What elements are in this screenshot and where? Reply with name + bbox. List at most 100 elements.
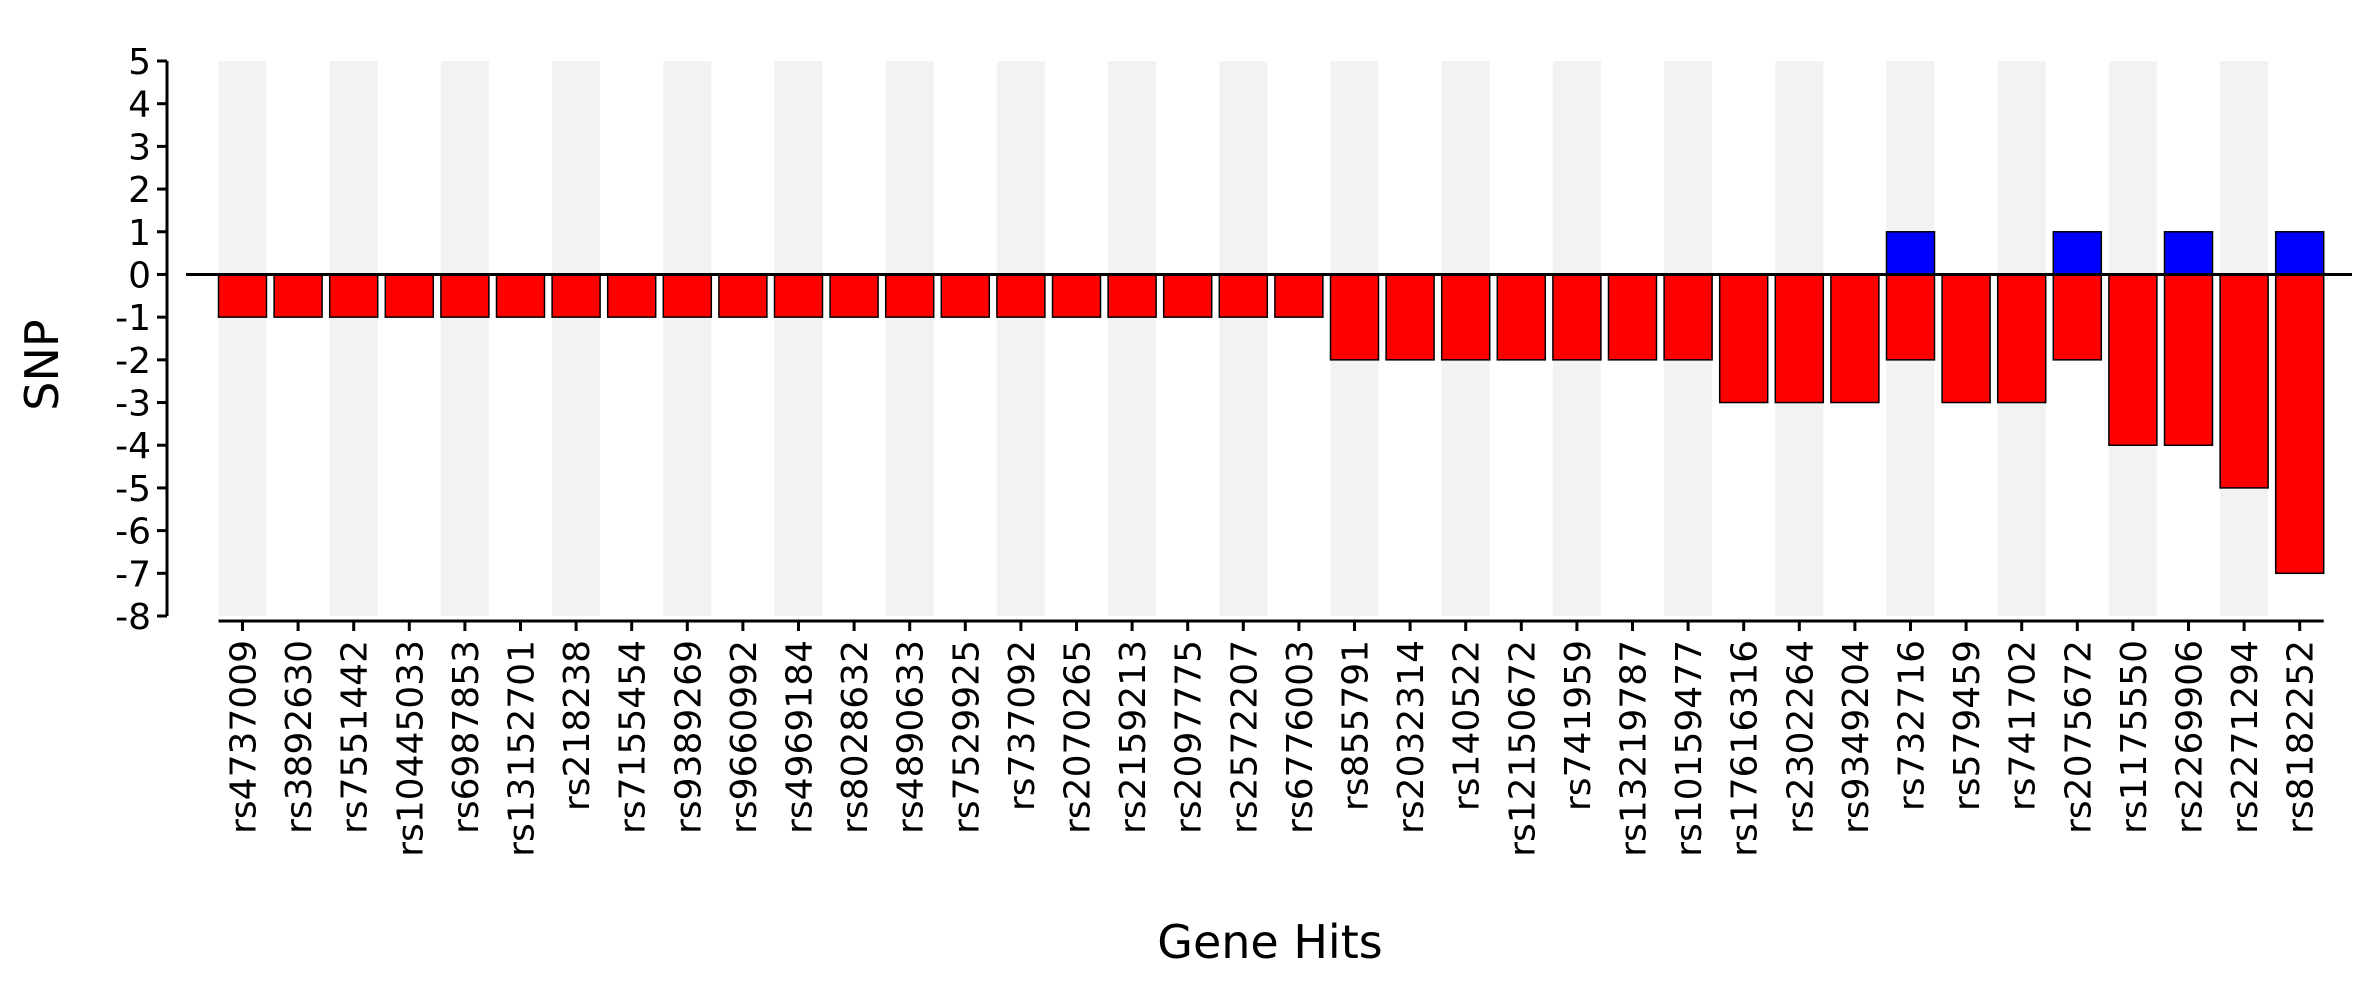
y-tick-label: -8 xyxy=(115,597,151,638)
bar xyxy=(1162,273,1213,318)
x-tick-label: rs2572207 xyxy=(1224,640,1265,834)
y-tick-label: -4 xyxy=(115,426,151,467)
category-band xyxy=(329,61,378,616)
category-band xyxy=(885,61,934,616)
x-tick-label: rs2271294 xyxy=(2225,640,2266,834)
x-tick-label: rs737092 xyxy=(1002,640,1043,811)
x-tick-label: rs8182252 xyxy=(2281,640,2322,834)
bar xyxy=(996,273,1046,318)
bar xyxy=(328,273,379,318)
bar xyxy=(217,273,268,318)
y-tick-label: 1 xyxy=(128,213,151,254)
bar xyxy=(1440,273,1491,361)
bar xyxy=(2219,273,2269,489)
bar xyxy=(1885,231,1936,276)
x-tick-label: rs12150672 xyxy=(1502,640,1543,857)
bar xyxy=(273,273,323,318)
y-tick-label: 0 xyxy=(128,255,151,296)
x-tick-label: rs732716 xyxy=(1892,640,1933,811)
x-tick-label: rs7155454 xyxy=(613,640,654,834)
bar xyxy=(440,273,490,318)
bar xyxy=(829,273,879,318)
x-tick-label: rs13152701 xyxy=(502,640,543,857)
bar xyxy=(1385,273,1435,361)
x-tick-label: rs7529925 xyxy=(946,640,987,834)
bar xyxy=(1941,273,1991,404)
x-tick-label: rs4737009 xyxy=(224,640,265,834)
x-tick-label: rs6987853 xyxy=(446,640,487,834)
category-band xyxy=(1108,61,1157,616)
x-tick-label: rs2269906 xyxy=(2170,640,2211,834)
bar xyxy=(1718,273,1769,404)
bar xyxy=(2163,273,2214,446)
x-tick-label: rs579459 xyxy=(1947,640,1988,811)
bar xyxy=(384,273,435,318)
y-axis-title: SNP xyxy=(15,319,69,410)
bar xyxy=(1996,273,2047,404)
x-tick-label: rs2075672 xyxy=(2058,640,2099,834)
category-bands xyxy=(218,61,2269,616)
x-tick-label: rs2159213 xyxy=(1113,640,1154,834)
bar xyxy=(551,273,601,318)
bar xyxy=(1774,273,1825,404)
y-tick-label: -3 xyxy=(115,384,151,425)
x-tick-label: rs6776003 xyxy=(1280,640,1321,834)
bar xyxy=(1107,273,1157,318)
y-tick-label: -1 xyxy=(115,298,151,339)
category-band xyxy=(663,61,712,616)
y-tick-label: -5 xyxy=(115,469,151,510)
x-tick-label: rs10445033 xyxy=(390,640,431,857)
bar xyxy=(2274,273,2325,575)
bar xyxy=(773,273,824,318)
bar xyxy=(940,273,991,318)
y-tick-label: -2 xyxy=(115,341,151,382)
y-tick-label: 3 xyxy=(128,127,151,168)
x-tick-label: rs2070265 xyxy=(1058,640,1099,834)
x-tick-label: rs2302264 xyxy=(1780,640,1821,834)
x-tick-label: rs9349204 xyxy=(1836,640,1877,834)
x-axis-ticks: rs4737009 rs3892630 rs7551442 rs10445033 rs6… xyxy=(224,621,2322,857)
x-axis-title: Gene Hits xyxy=(1157,915,1382,969)
x-tick-label: rs13219787 xyxy=(1614,640,1655,857)
bar xyxy=(1051,273,1102,318)
positive-bars xyxy=(1885,231,2325,276)
x-tick-label: rs2032314 xyxy=(1391,640,1432,834)
x-tick-label: rs4890633 xyxy=(891,640,932,834)
category-band xyxy=(996,61,1045,616)
x-tick-label: rs855791 xyxy=(1336,640,1377,811)
y-tick-label: -7 xyxy=(115,554,151,595)
bar xyxy=(1496,273,1547,361)
bar xyxy=(1830,273,1880,404)
bar xyxy=(2163,231,2214,276)
bar xyxy=(1663,273,1713,361)
y-tick-label: 5 xyxy=(128,42,151,83)
bar xyxy=(495,273,546,318)
x-tick-label: rs741959 xyxy=(1558,640,1599,811)
category-band xyxy=(774,61,823,616)
bar xyxy=(1218,273,1269,318)
y-tick-label: -6 xyxy=(115,512,151,553)
x-tick-label: rs10159477 xyxy=(1669,640,1710,857)
x-tick-label: rs4969184 xyxy=(780,640,821,834)
bar xyxy=(718,273,768,318)
bar xyxy=(2274,231,2325,276)
bar xyxy=(662,273,713,318)
bar xyxy=(2108,273,2158,446)
bar xyxy=(1885,273,1936,361)
category-band xyxy=(218,61,267,616)
category-band xyxy=(552,61,601,616)
x-tick-label: rs140522 xyxy=(1447,640,1488,811)
x-tick-label: rs218238 xyxy=(557,640,598,811)
x-tick-label: rs1175550 xyxy=(2114,640,2155,834)
category-band xyxy=(440,61,489,616)
x-tick-label: rs17616316 xyxy=(1725,640,1766,857)
bar xyxy=(884,273,935,318)
category-band xyxy=(1219,61,1268,616)
y-tick-label: 4 xyxy=(128,85,151,126)
x-tick-label: rs7551442 xyxy=(335,640,376,834)
bar xyxy=(2052,273,2103,361)
bar xyxy=(2052,231,2103,276)
x-tick-label: rs9660992 xyxy=(724,640,765,834)
x-tick-label: rs3892630 xyxy=(279,640,320,834)
